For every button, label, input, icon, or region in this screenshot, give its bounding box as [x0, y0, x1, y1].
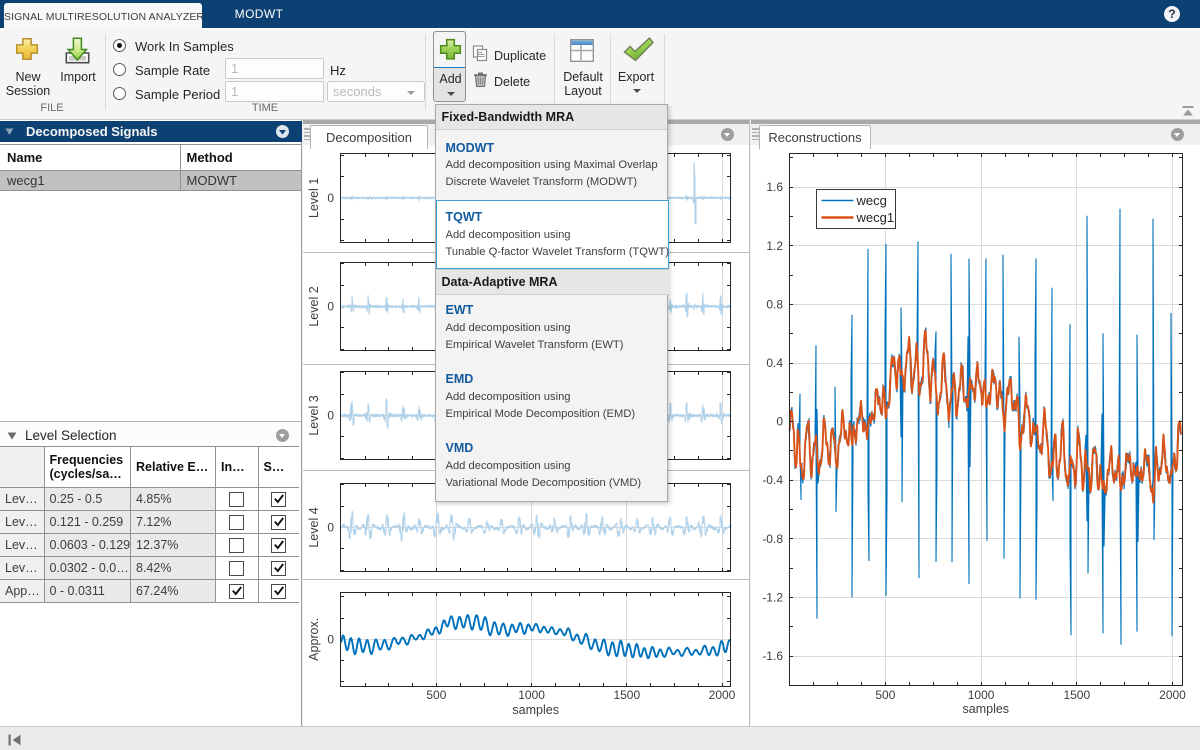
- svg-text:1500: 1500: [1063, 688, 1090, 702]
- svg-text:wecg1: wecg1: [856, 210, 895, 225]
- svg-text:1500: 1500: [613, 688, 640, 702]
- svg-text:-1.2: -1.2: [762, 590, 783, 604]
- svg-text:Approx.: Approx.: [307, 618, 321, 661]
- svg-text:0: 0: [327, 191, 334, 205]
- svg-text:-1.6: -1.6: [762, 649, 783, 663]
- svg-text:1.2: 1.2: [766, 239, 783, 253]
- svg-text:2000: 2000: [1159, 688, 1186, 702]
- svg-text:wecg: wecg: [856, 193, 887, 208]
- svg-text:0.8: 0.8: [766, 297, 783, 311]
- svg-text:Level 4: Level 4: [307, 507, 321, 547]
- svg-text:Level 2: Level 2: [307, 286, 321, 326]
- svg-text:500: 500: [426, 688, 446, 702]
- svg-text:0: 0: [327, 521, 334, 535]
- svg-text:0: 0: [327, 300, 334, 314]
- svg-text:2000: 2000: [709, 688, 736, 702]
- svg-text:samples: samples: [512, 703, 559, 717]
- svg-text:-0.8: -0.8: [762, 532, 783, 546]
- svg-text:0.4: 0.4: [766, 356, 783, 370]
- svg-text:0: 0: [327, 632, 334, 646]
- svg-text:1000: 1000: [968, 688, 995, 702]
- svg-text:Level 1: Level 1: [307, 178, 321, 218]
- svg-text:1000: 1000: [518, 688, 545, 702]
- svg-text:-0.4: -0.4: [762, 473, 783, 487]
- svg-text:0: 0: [327, 409, 334, 423]
- svg-text:1.6: 1.6: [766, 180, 783, 194]
- svg-text:Level 3: Level 3: [307, 395, 321, 435]
- svg-text:samples: samples: [963, 702, 1010, 716]
- svg-text:0: 0: [776, 415, 783, 429]
- svg-text:500: 500: [875, 688, 895, 702]
